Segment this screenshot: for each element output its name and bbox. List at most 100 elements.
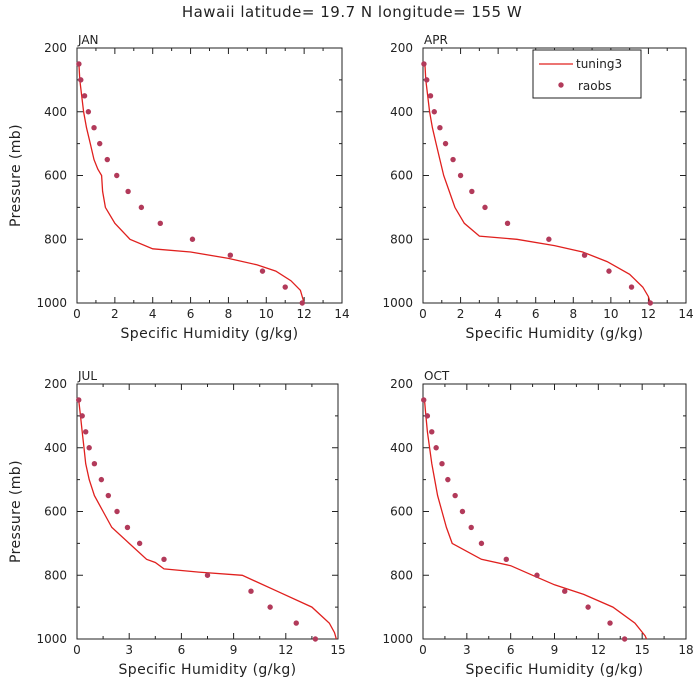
data-point-raobs bbox=[98, 476, 105, 483]
data-point-raobs bbox=[267, 604, 273, 610]
data-point-raobs bbox=[204, 572, 211, 578]
data-point-raobs bbox=[161, 556, 167, 563]
data-point-raobs bbox=[85, 109, 92, 115]
x-tick-label: 4 bbox=[494, 307, 502, 321]
data-point-raobs bbox=[138, 204, 145, 211]
data-point-raobs bbox=[105, 492, 112, 499]
data-point-raobs bbox=[478, 540, 485, 547]
data-point-raobs bbox=[621, 636, 628, 642]
x-axis-label: Specific Humidity (g/kg) bbox=[121, 326, 299, 342]
x-axis-label: Specific Humidity (g/kg) bbox=[119, 662, 297, 678]
data-point-raobs bbox=[504, 220, 511, 227]
data-point-raobs bbox=[83, 429, 89, 435]
x-tick-label: 10 bbox=[259, 307, 274, 321]
data-point-raobs bbox=[81, 93, 88, 99]
x-tick-label: 15 bbox=[330, 643, 345, 657]
data-point-raobs bbox=[468, 524, 474, 531]
data-point-raobs bbox=[607, 620, 613, 626]
data-point-raobs bbox=[424, 77, 430, 83]
data-point-raobs bbox=[312, 636, 319, 642]
data-point-raobs bbox=[429, 429, 435, 435]
x-tick-label: 12 bbox=[297, 307, 312, 321]
x-tick-label: 9 bbox=[230, 643, 238, 657]
y-tick-label: 400 bbox=[44, 105, 67, 119]
data-point-raobs bbox=[114, 508, 120, 515]
x-tick-label: 14 bbox=[678, 307, 693, 321]
series-line-tuning3 bbox=[78, 399, 337, 640]
data-point-raobs bbox=[450, 156, 456, 163]
x-tick-label: 12 bbox=[641, 307, 656, 321]
data-point-raobs bbox=[79, 413, 85, 419]
y-tick-label: 400 bbox=[390, 441, 413, 455]
y-tick-label: 800 bbox=[44, 568, 67, 582]
data-point-raobs bbox=[104, 156, 110, 163]
x-tick-label: 2 bbox=[111, 307, 119, 321]
data-point-raobs bbox=[431, 109, 437, 115]
data-point-raobs bbox=[459, 508, 466, 515]
data-point-raobs bbox=[125, 188, 131, 195]
x-tick-label: 10 bbox=[603, 307, 618, 321]
data-point-raobs bbox=[503, 556, 509, 563]
panel-jan: JAN 0 2 4 6 8 10 12 14 200 400 600 800 1000 Specific H… bbox=[8, 33, 350, 342]
data-point-raobs bbox=[482, 204, 488, 211]
x-tick-label: 3 bbox=[125, 643, 133, 657]
x-tick-label: 6 bbox=[178, 643, 186, 657]
data-point-raobs bbox=[76, 61, 82, 67]
series-line-tuning3 bbox=[424, 63, 651, 304]
panel-jul: JUL 0 3 6 9 12 15 200 400 600 800 1000 Specific Humi… bbox=[8, 369, 346, 678]
data-point-raobs bbox=[299, 300, 305, 306]
y-tick-label: 800 bbox=[44, 232, 67, 246]
x-tick-label: 18 bbox=[678, 643, 693, 657]
data-point-raobs bbox=[189, 236, 196, 242]
data-point-raobs bbox=[534, 572, 540, 578]
x-tick-label: 6 bbox=[187, 307, 195, 321]
data-point-raobs bbox=[647, 300, 654, 306]
x-tick-label: 8 bbox=[225, 307, 233, 321]
panel-title: JAN bbox=[77, 33, 99, 47]
data-point-raobs bbox=[97, 140, 103, 147]
data-point-raobs bbox=[91, 124, 97, 131]
y-axis-label: Pressure (mb) bbox=[8, 460, 24, 563]
x-tick-label: 0 bbox=[419, 643, 427, 657]
data-point-raobs bbox=[91, 460, 98, 467]
data-point-raobs bbox=[452, 492, 458, 499]
data-point-raobs bbox=[437, 124, 443, 131]
y-tick-label: 1000 bbox=[382, 632, 413, 646]
x-tick-label: 8 bbox=[569, 307, 577, 321]
data-point-raobs bbox=[442, 140, 449, 147]
x-tick-label: 14 bbox=[334, 307, 349, 321]
y-tick-label: 400 bbox=[44, 441, 67, 455]
legend-label-model: tuning3 bbox=[576, 57, 622, 71]
x-tick-label: 6 bbox=[507, 643, 515, 657]
data-point-raobs bbox=[124, 524, 131, 531]
y-tick-label: 1000 bbox=[36, 296, 67, 310]
data-point-raobs bbox=[469, 188, 475, 195]
y-tick-label: 1000 bbox=[36, 632, 67, 646]
x-axis-label: Specific Humidity (g/kg) bbox=[466, 326, 644, 342]
y-tick-label: 200 bbox=[44, 41, 67, 55]
legend-box bbox=[532, 49, 642, 99]
x-tick-label: 2 bbox=[457, 307, 465, 321]
data-point-raobs bbox=[293, 620, 299, 626]
panel-title: OCT bbox=[424, 369, 450, 383]
legend-label-obs: raobs bbox=[578, 79, 612, 93]
data-point-raobs bbox=[227, 252, 234, 258]
data-point-raobs bbox=[606, 268, 612, 274]
x-tick-label: 3 bbox=[463, 643, 471, 657]
y-tick-label: 800 bbox=[390, 232, 413, 246]
legend-dot-swatch bbox=[558, 82, 564, 88]
data-point-raobs bbox=[248, 588, 254, 594]
data-point-raobs bbox=[445, 476, 451, 483]
data-point-raobs bbox=[457, 172, 464, 179]
panel-apr: APR 0 2 4 6 8 10 12 14 200 400 600 800 1000 Specific H… bbox=[382, 33, 693, 342]
panel-title: APR bbox=[424, 33, 448, 47]
y-tick-label: 200 bbox=[390, 41, 413, 55]
y-tick-label: 200 bbox=[44, 377, 67, 391]
y-tick-label: 600 bbox=[390, 505, 413, 519]
y-tick-label: 600 bbox=[390, 169, 413, 183]
y-tick-label: 400 bbox=[390, 105, 413, 119]
series-line-tuning3 bbox=[78, 63, 305, 304]
x-tick-label: 0 bbox=[73, 307, 81, 321]
data-point-raobs bbox=[114, 172, 120, 179]
